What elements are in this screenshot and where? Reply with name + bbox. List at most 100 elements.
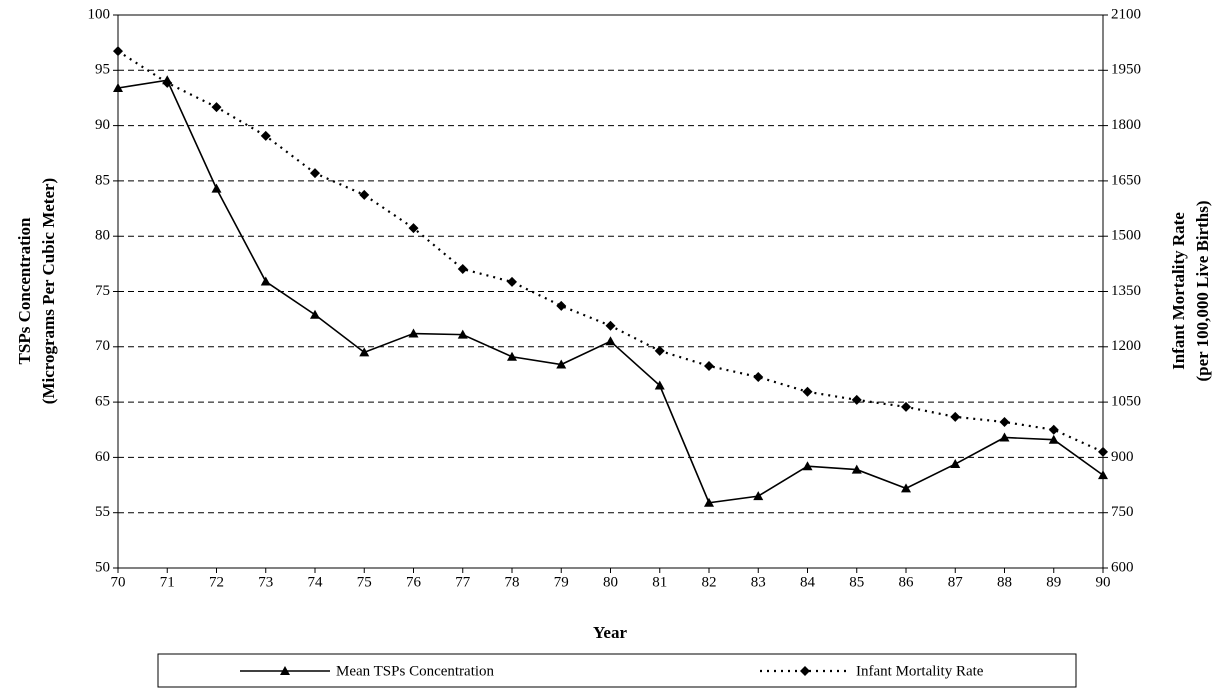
diamond-marker <box>359 189 370 200</box>
diamond-marker <box>851 394 862 405</box>
y2-tick-label: 1050 <box>1111 394 1141 410</box>
x-tick-label: 77 <box>455 574 471 590</box>
diamond-marker <box>211 102 222 113</box>
triangle-marker <box>753 491 764 501</box>
y-tick-label: 80 <box>95 228 110 244</box>
triangle-marker <box>851 464 862 474</box>
x-tick-label: 71 <box>160 574 175 590</box>
y-axis-title-line: TSPs Concentration <box>15 217 34 364</box>
triangle-marker <box>507 351 517 361</box>
triangle-marker <box>654 380 665 390</box>
x-tick-label: 82 <box>702 574 717 590</box>
triangle-marker <box>802 461 813 471</box>
diamond-marker <box>556 300 567 311</box>
legend-label: Mean TSPs Concentration <box>336 663 495 679</box>
diamond-marker <box>802 386 813 397</box>
y-tick-label: 60 <box>95 449 110 465</box>
diamond-marker <box>950 411 961 422</box>
x-tick-label: 70 <box>111 574 126 590</box>
x-tick-label: 90 <box>1096 574 1111 590</box>
y2-tick-label: 1200 <box>1111 338 1141 354</box>
x-tick-label: 78 <box>505 574 520 590</box>
diamond-marker <box>507 276 517 287</box>
y2-tick-label: 1500 <box>1111 228 1141 244</box>
y2-tick-label: 2100 <box>1111 6 1141 22</box>
triangle-marker <box>1098 470 1108 480</box>
diamond-marker <box>310 168 320 179</box>
x-tick-label: 89 <box>1046 574 1061 590</box>
y-tick-label: 50 <box>95 559 110 575</box>
y-tick-label: 95 <box>95 62 110 78</box>
y2-tick-label: 1800 <box>1111 117 1141 133</box>
x-tick-label: 86 <box>899 574 915 590</box>
diamond-marker <box>162 77 173 88</box>
y-tick-label: 85 <box>95 172 110 188</box>
diamond-marker <box>1098 446 1108 457</box>
triangle-marker <box>408 328 419 338</box>
x-axis-title: Year <box>593 623 627 642</box>
y2-axis-title: Infant Mortality Rate (per 100,000 Live … <box>1169 200 1212 381</box>
x-tick-label: 72 <box>209 574 224 590</box>
x-tick-label: 79 <box>554 574 569 590</box>
y-axis-title-line: (Micrograms Per Cubic Meter) <box>39 178 58 404</box>
y-tick-label: 55 <box>95 504 110 520</box>
y2-axis-title-line: Infant Mortality Rate <box>1169 212 1188 370</box>
x-tick-label: 73 <box>258 574 273 590</box>
x-tick-label: 83 <box>751 574 766 590</box>
x-tick-label: 75 <box>357 574 372 590</box>
y2-axis-title-line: (per 100,000 Live Births) <box>1193 200 1212 381</box>
y2-tick-label: 1350 <box>1111 283 1141 299</box>
triangle-marker <box>999 432 1010 442</box>
triangle-marker <box>457 329 468 339</box>
y2-tick-label: 600 <box>1111 559 1134 575</box>
triangle-marker <box>1048 434 1059 444</box>
diamond-marker <box>704 360 714 371</box>
plot-frame <box>117 14 1104 569</box>
y-tick-label: 65 <box>95 394 110 410</box>
triangle-marker <box>211 183 222 193</box>
triangle-marker <box>704 497 714 507</box>
triangle-marker <box>950 459 961 469</box>
diamond-marker <box>260 130 271 141</box>
triangle-marker <box>556 359 567 369</box>
triangle-marker <box>901 483 911 493</box>
legend-box <box>157 653 1077 688</box>
legend-marker <box>800 666 810 676</box>
diamond-marker <box>1048 424 1059 435</box>
x-tick-label: 76 <box>406 574 422 590</box>
triangle-marker <box>359 347 370 357</box>
y-tick-label: 75 <box>95 283 110 299</box>
series-line <box>117 50 1104 453</box>
triangle-marker <box>113 82 123 92</box>
diamond-marker <box>999 417 1010 428</box>
y-tick-label: 70 <box>95 338 110 354</box>
triangle-marker <box>310 309 320 319</box>
y-tick-label: 90 <box>95 117 110 133</box>
diamond-marker <box>901 401 911 412</box>
y2-tick-label: 900 <box>1111 449 1134 465</box>
y2-tick-label: 1650 <box>1111 172 1141 188</box>
y-tick-label: 100 <box>88 6 111 22</box>
diamond-marker <box>654 345 665 356</box>
diamond-marker <box>605 320 616 331</box>
x-tick-label: 87 <box>948 574 964 590</box>
y-axis-title: TSPs Concentration (Micrograms Per Cubic… <box>15 178 58 404</box>
legend-label: Infant Mortality Rate <box>856 663 984 679</box>
x-tick-label: 81 <box>652 574 667 590</box>
x-tick-label: 84 <box>800 574 816 590</box>
diamond-marker <box>753 372 764 383</box>
x-tick-label: 85 <box>849 574 864 590</box>
triangle-marker <box>605 336 616 346</box>
x-tick-label: 80 <box>603 574 618 590</box>
diamond-marker <box>408 223 419 234</box>
diamond-marker <box>457 264 468 275</box>
x-tick-label: 74 <box>308 574 324 590</box>
diamond-marker <box>113 46 123 57</box>
y2-tick-label: 750 <box>1111 504 1134 520</box>
triangle-marker <box>260 276 271 286</box>
x-tick-label: 88 <box>997 574 1012 590</box>
y2-tick-label: 1950 <box>1111 62 1141 78</box>
legend-marker <box>280 666 290 675</box>
